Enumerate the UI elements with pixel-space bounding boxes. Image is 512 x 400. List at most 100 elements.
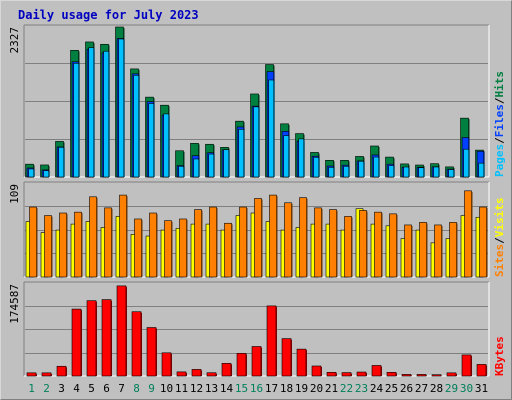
x-tick-label: 14: [220, 382, 234, 395]
bar-pages-day-13: [208, 153, 214, 178]
x-tick-label: 20: [310, 382, 323, 395]
bar-sites-day-29: [449, 222, 457, 278]
bar-sites-day-15: [239, 206, 247, 278]
bar-pages-day-26: [403, 166, 410, 178]
bar-pages-day-7: [118, 38, 124, 178]
bar-sites-day-14: [224, 222, 232, 278]
legend-hits: Hits: [493, 71, 506, 98]
bar-kbytes-day-30: [461, 354, 472, 377]
bar-sites-day-16: [254, 198, 262, 278]
x-tick-label: 13: [205, 382, 218, 395]
x-tick-label: 3: [58, 382, 65, 395]
bar-kbytes-day-21: [326, 372, 337, 377]
bar-sites-day-4: [74, 211, 82, 278]
bar-sites-day-7: [119, 194, 127, 278]
bar-pages-day-18: [283, 135, 290, 178]
bar-sites-day-18: [284, 202, 292, 278]
x-tick-label: 16: [250, 382, 263, 395]
bar-sites-day-30: [464, 190, 472, 278]
legend-kbytes: KBytes: [493, 336, 506, 376]
legend-separator: /: [493, 237, 506, 244]
bar-pages-day-20: [313, 157, 320, 178]
bar-kbytes-day-4: [71, 308, 82, 377]
bar-sites-day-11: [179, 218, 187, 278]
bar-kbytes-day-1: [26, 372, 37, 377]
bar-kbytes-day-27: [416, 374, 427, 377]
x-tick-label: 10: [160, 382, 173, 395]
bar-sites-day-20: [314, 207, 322, 278]
bar-pages-day-5: [88, 47, 94, 178]
bar-kbytes-day-16: [251, 346, 262, 377]
bar-kbytes-day-25: [386, 372, 397, 377]
x-tick-label: 27: [415, 382, 428, 395]
x-tick-label: 28: [430, 382, 443, 395]
x-tick-label: 24: [370, 382, 384, 395]
bar-pages-day-31: [478, 162, 485, 178]
x-tick-label: 5: [88, 382, 95, 395]
chart-title: Daily usage for July 2023: [18, 8, 199, 22]
bar-pages-day-3: [58, 147, 65, 178]
x-tick-label: 23: [355, 382, 368, 395]
legend-visits: Visits: [493, 198, 506, 238]
x-tick-label: 11: [175, 382, 188, 395]
bar-sites-day-24: [374, 211, 382, 278]
x-tick-label: 29: [445, 382, 458, 395]
bar-kbytes-day-6: [101, 299, 112, 377]
bar-kbytes-day-23: [356, 371, 367, 377]
x-tick-label: 8: [133, 382, 140, 395]
legend-separator: /: [493, 97, 506, 104]
bar-pages-day-12: [193, 158, 199, 178]
bar-kbytes-day-11: [176, 371, 187, 377]
x-tick-label: 31: [475, 382, 488, 395]
bar-sites-day-28: [434, 224, 442, 278]
bar-kbytes-day-13: [206, 372, 217, 377]
legend-files: Files: [493, 104, 506, 137]
bar-kbytes-day-8: [131, 311, 142, 377]
bar-sites-day-23: [359, 210, 367, 278]
bar-pages-day-1: [28, 168, 35, 178]
bar-kbytes-day-9: [146, 327, 157, 377]
bar-sites-day-8: [134, 218, 142, 278]
bar-pages-day-21: [328, 167, 335, 178]
bar-kbytes-day-22: [341, 372, 352, 377]
bar-kbytes-day-7: [116, 285, 127, 377]
bar-pages-day-9: [148, 103, 154, 178]
axis-legend-visits: Sites/Visits: [493, 198, 506, 278]
x-tick-label: 30: [460, 382, 473, 395]
bar-sites-day-25: [389, 213, 397, 278]
bar-pages-day-22: [343, 165, 350, 178]
bar-kbytes-day-14: [221, 363, 232, 377]
bar-pages-day-23: [358, 160, 365, 178]
x-tick-label: 19: [295, 382, 308, 395]
bar-kbytes-day-20: [311, 365, 322, 377]
legend-sites: Sites: [493, 244, 506, 277]
bar-kbytes-day-31: [476, 364, 487, 377]
ymax-label-kbytes: 174587: [8, 284, 21, 324]
x-tick-label: 2: [43, 382, 50, 395]
bar-sites-day-2: [44, 215, 52, 278]
bar-pages-day-27: [418, 167, 425, 178]
bar-sites-day-17: [269, 194, 277, 278]
bar-pages-day-6: [103, 50, 109, 178]
bar-kbytes-day-5: [86, 300, 97, 377]
axis-legend-hits: Pages/Files/Hits: [493, 71, 506, 177]
bar-pages-day-28: [433, 166, 440, 178]
bar-kbytes-day-15: [236, 353, 247, 377]
x-tick-label: 18: [280, 382, 293, 395]
bar-pages-day-25: [388, 165, 395, 178]
bar-kbytes-day-2: [41, 372, 52, 377]
bar-pages-day-8: [133, 74, 139, 178]
legend-separator: /: [493, 137, 506, 144]
bar-pages-day-30: [463, 148, 470, 178]
bar-kbytes-day-3: [56, 365, 67, 377]
bar-kbytes-day-29: [446, 372, 457, 377]
x-tick-label: 12: [190, 382, 203, 395]
bar-sites-day-13: [209, 206, 217, 278]
bar-kbytes-day-17: [266, 305, 277, 377]
bar-sites-day-3: [59, 212, 67, 278]
axis-legend-kbytes: KBytes: [493, 336, 506, 376]
bar-kbytes-day-26: [401, 374, 412, 377]
x-tick-label: 6: [103, 382, 110, 395]
bar-sites-day-26: [404, 224, 412, 278]
